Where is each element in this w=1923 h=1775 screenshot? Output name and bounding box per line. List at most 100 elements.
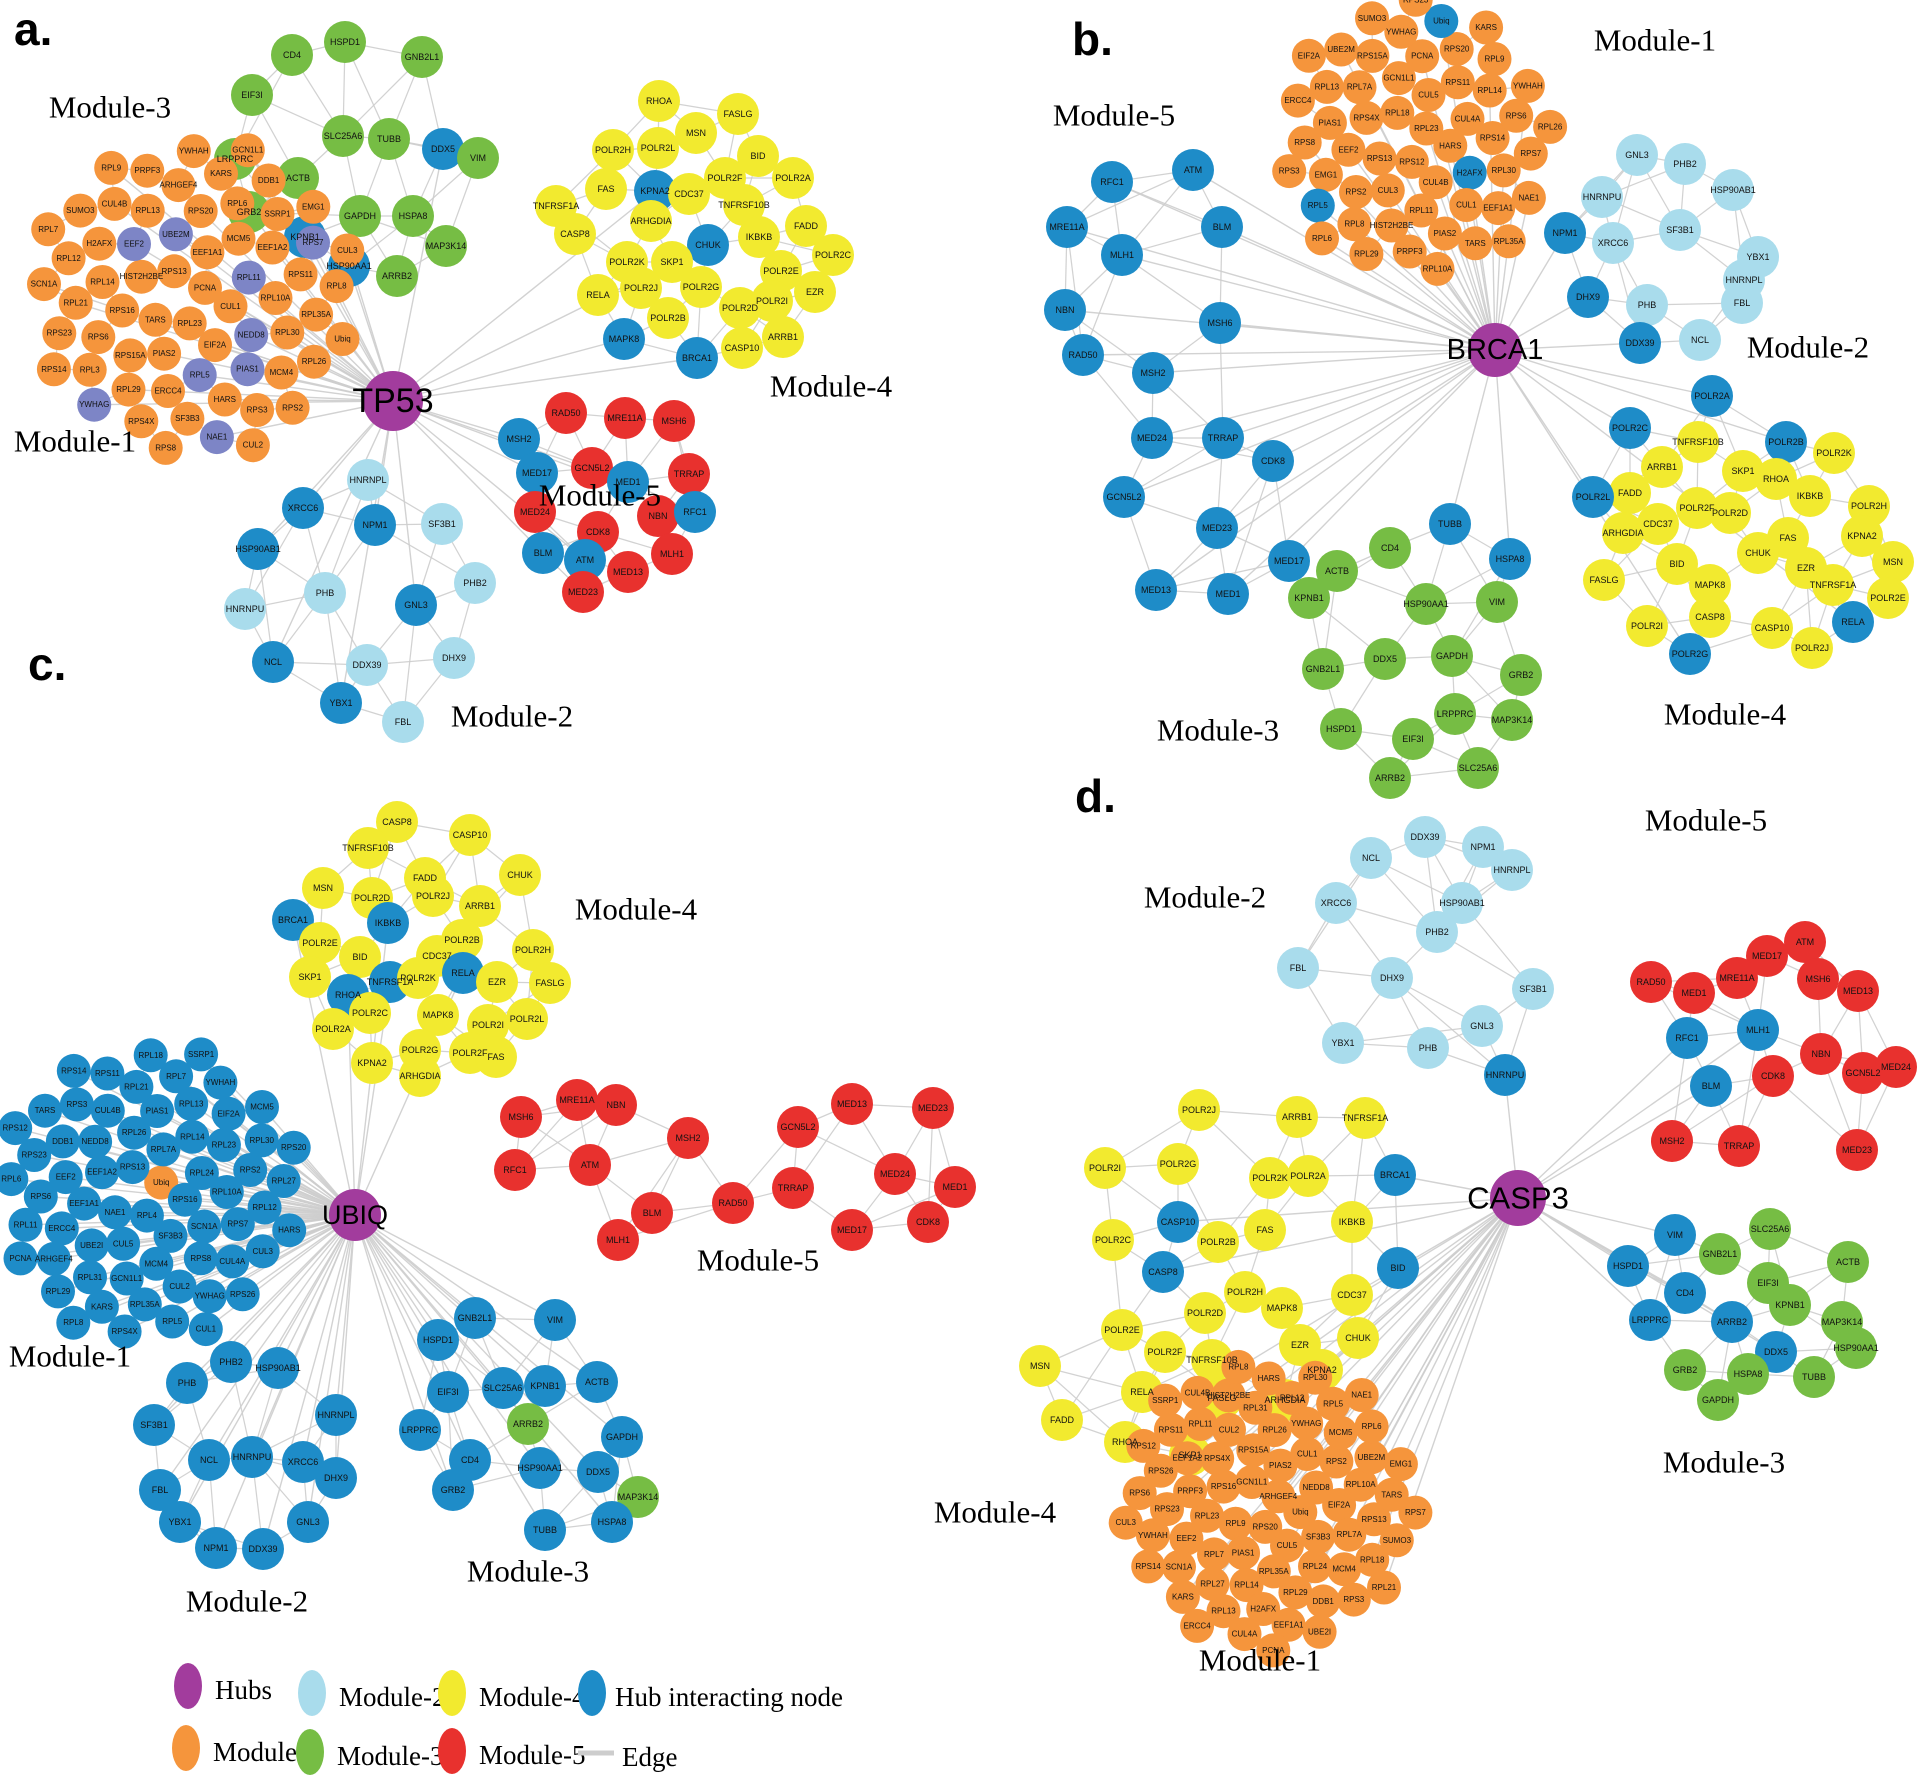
- node-msn[interactable]: [1019, 1345, 1061, 1387]
- node-hsp90ab1[interactable]: [1441, 882, 1483, 924]
- node-dhx9[interactable]: [315, 1457, 357, 1499]
- node-gnb2l1[interactable]: [454, 1297, 496, 1339]
- node-brca1[interactable]: [676, 337, 718, 379]
- node-nedd8[interactable]: [1299, 1470, 1334, 1505]
- node-fbl[interactable]: [382, 701, 424, 743]
- node-eef1a2[interactable]: [255, 230, 290, 265]
- node-casp8[interactable]: [376, 801, 418, 843]
- node-cul5[interactable]: [1270, 1528, 1304, 1563]
- node-rpl21[interactable]: [58, 285, 93, 320]
- node-cdk8[interactable]: [907, 1201, 949, 1243]
- node-rpl26[interactable]: [1257, 1413, 1292, 1448]
- node-med17[interactable]: [1746, 935, 1788, 977]
- node-ywhah[interactable]: [203, 1065, 238, 1100]
- node-rhoa[interactable]: [638, 80, 680, 122]
- node-med23[interactable]: [1836, 1129, 1878, 1171]
- hub-node-ubiq[interactable]: [329, 1189, 381, 1241]
- node-rpl13[interactable]: [1206, 1594, 1241, 1629]
- node-hnrnpl[interactable]: [347, 459, 389, 501]
- node-ssrp1[interactable]: [260, 197, 295, 231]
- node-gnb2l1[interactable]: [1699, 1233, 1741, 1275]
- node-med23[interactable]: [1196, 507, 1238, 549]
- node-rpl5[interactable]: [1316, 1386, 1351, 1421]
- node-eef1a1[interactable]: [1271, 1607, 1306, 1642]
- node-rpl35a[interactable]: [1491, 224, 1526, 259]
- node-mcm5[interactable]: [221, 221, 256, 256]
- node-rps11[interactable]: [90, 1056, 125, 1091]
- node-ikbkb[interactable]: [1331, 1201, 1373, 1243]
- node-casp10[interactable]: [1157, 1201, 1199, 1243]
- node-prpf3[interactable]: [130, 153, 165, 188]
- node-cul4b[interactable]: [90, 1093, 125, 1128]
- node-med24[interactable]: [514, 491, 556, 533]
- node-ddb1[interactable]: [45, 1124, 80, 1159]
- node-eef2[interactable]: [1331, 132, 1366, 167]
- node-polr2l[interactable]: [1572, 476, 1614, 518]
- node-rps26[interactable]: [225, 1277, 260, 1312]
- node-ssrp1[interactable]: [1148, 1383, 1183, 1418]
- node-cul4a[interactable]: [1450, 101, 1485, 136]
- node-med17[interactable]: [831, 1209, 873, 1251]
- node-vim[interactable]: [1476, 581, 1518, 623]
- node-kars[interactable]: [204, 156, 238, 191]
- node-polr2k[interactable]: [1813, 432, 1855, 474]
- node-rps16[interactable]: [105, 293, 140, 328]
- node-rpl6[interactable]: [1305, 221, 1339, 256]
- node-phb2[interactable]: [1664, 143, 1706, 185]
- node-rps23[interactable]: [1398, 0, 1433, 17]
- node-blm[interactable]: [522, 532, 564, 574]
- node-rpl18[interactable]: [1355, 1542, 1390, 1577]
- node-rps4x[interactable]: [107, 1314, 142, 1349]
- node-gapdh[interactable]: [339, 195, 381, 237]
- node-eif2a[interactable]: [1322, 1488, 1357, 1522]
- node-rps20[interactable]: [1439, 32, 1474, 66]
- node-hsp90aa1[interactable]: [1835, 1327, 1877, 1369]
- node-faslg[interactable]: [717, 93, 759, 135]
- node-eef1a1[interactable]: [67, 1186, 102, 1221]
- node-ddb1[interactable]: [251, 163, 286, 198]
- node-rpl29[interactable]: [111, 372, 146, 407]
- node-ywhah[interactable]: [1510, 68, 1545, 103]
- node-rpl6[interactable]: [220, 186, 255, 221]
- node-med24[interactable]: [1131, 417, 1173, 459]
- node-emg1[interactable]: [296, 189, 331, 224]
- node-cul2[interactable]: [1212, 1412, 1246, 1447]
- node-gnb2l1[interactable]: [401, 36, 443, 78]
- node-mcm5[interactable]: [245, 1090, 279, 1124]
- node-rpl11[interactable]: [231, 260, 266, 295]
- node-scn1a[interactable]: [27, 267, 61, 302]
- node-hist2h2be[interactable]: [1374, 208, 1409, 243]
- node-rpl5[interactable]: [182, 358, 217, 393]
- node-polr2k[interactable]: [1249, 1157, 1291, 1199]
- node-polr2d[interactable]: [719, 287, 761, 329]
- node-ywhag[interactable]: [77, 387, 112, 422]
- node-rpl10a[interactable]: [209, 1175, 244, 1209]
- node-rpl7[interactable]: [31, 212, 66, 247]
- node-rpl24[interactable]: [1298, 1549, 1332, 1584]
- node-vim[interactable]: [534, 1299, 576, 1341]
- node-rpl18[interactable]: [133, 1038, 168, 1073]
- node-mapk8[interactable]: [417, 994, 459, 1036]
- node-ywhag[interactable]: [1289, 1406, 1324, 1441]
- node-sf3b1[interactable]: [421, 503, 463, 545]
- node-tubb[interactable]: [1429, 503, 1471, 545]
- node-med13[interactable]: [607, 551, 649, 593]
- node-polr2h[interactable]: [512, 929, 554, 971]
- node-eif3i[interactable]: [1392, 718, 1434, 760]
- node-tars[interactable]: [1374, 1477, 1409, 1512]
- node-msh2[interactable]: [667, 1117, 709, 1159]
- node-cul4a[interactable]: [215, 1244, 250, 1279]
- node-rpl12[interactable]: [247, 1190, 282, 1225]
- node-rps6[interactable]: [81, 320, 116, 355]
- node-pias2[interactable]: [147, 336, 182, 371]
- node-arhgef4[interactable]: [161, 168, 196, 203]
- node-trrap[interactable]: [772, 1167, 814, 1209]
- hub-node-brca1[interactable]: [1468, 323, 1522, 377]
- node-rpl27[interactable]: [1195, 1566, 1230, 1601]
- node-rps4x[interactable]: [124, 404, 159, 439]
- node-fas[interactable]: [585, 168, 627, 210]
- node-bid[interactable]: [1656, 543, 1698, 585]
- node-cul4a[interactable]: [1227, 1617, 1262, 1652]
- node-med23[interactable]: [562, 571, 604, 613]
- node-polr2j[interactable]: [620, 267, 662, 309]
